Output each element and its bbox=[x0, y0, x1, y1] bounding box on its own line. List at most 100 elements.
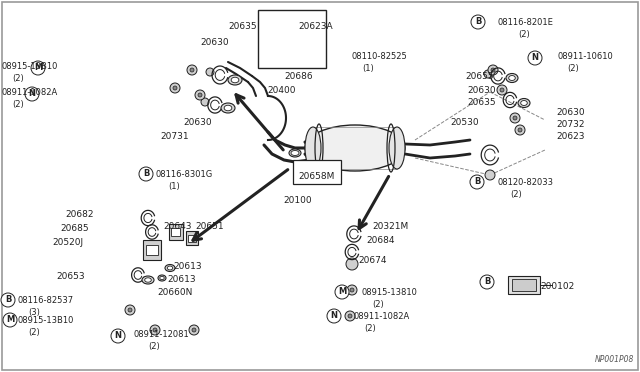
Text: 20100: 20100 bbox=[283, 196, 312, 205]
Text: (2): (2) bbox=[148, 342, 160, 351]
Text: 20653: 20653 bbox=[56, 272, 84, 281]
Bar bbox=[508, 276, 540, 294]
Text: (2): (2) bbox=[28, 328, 40, 337]
Bar bbox=[143, 240, 161, 260]
Text: 08911-12081: 08911-12081 bbox=[133, 330, 189, 339]
Circle shape bbox=[111, 329, 125, 343]
Circle shape bbox=[335, 285, 349, 299]
Text: 20630: 20630 bbox=[556, 108, 584, 117]
Ellipse shape bbox=[509, 76, 515, 80]
Text: 20674: 20674 bbox=[358, 256, 387, 265]
Text: 20613: 20613 bbox=[167, 275, 196, 284]
Text: 08911-10610: 08911-10610 bbox=[557, 52, 612, 61]
Circle shape bbox=[195, 90, 205, 100]
Circle shape bbox=[25, 87, 39, 101]
Ellipse shape bbox=[296, 38, 307, 46]
Circle shape bbox=[201, 98, 209, 106]
Circle shape bbox=[515, 125, 525, 135]
Circle shape bbox=[480, 275, 494, 289]
Text: 20623A: 20623A bbox=[298, 22, 333, 31]
Text: 20613: 20613 bbox=[173, 262, 202, 271]
Text: 20686: 20686 bbox=[284, 72, 312, 81]
Text: 20520J: 20520J bbox=[52, 238, 83, 247]
Circle shape bbox=[470, 175, 484, 189]
Text: 20400: 20400 bbox=[267, 86, 296, 95]
Text: N: N bbox=[531, 54, 538, 62]
Ellipse shape bbox=[145, 278, 151, 282]
Circle shape bbox=[206, 68, 214, 76]
Circle shape bbox=[3, 313, 17, 327]
Circle shape bbox=[198, 93, 202, 97]
Text: 20685: 20685 bbox=[60, 224, 88, 233]
Text: 20623: 20623 bbox=[556, 132, 584, 141]
Text: 20731: 20731 bbox=[160, 132, 189, 141]
Text: 08116-8301G: 08116-8301G bbox=[155, 170, 212, 179]
Ellipse shape bbox=[142, 276, 154, 284]
Text: 08120-82033: 08120-82033 bbox=[498, 178, 554, 187]
Circle shape bbox=[139, 167, 153, 181]
Text: 20684: 20684 bbox=[366, 236, 394, 245]
Circle shape bbox=[327, 309, 341, 323]
Circle shape bbox=[190, 68, 194, 72]
Bar bbox=[146, 245, 157, 255]
Circle shape bbox=[513, 116, 517, 120]
Text: 08110-82525: 08110-82525 bbox=[352, 52, 408, 61]
Text: B: B bbox=[5, 295, 11, 305]
Text: M: M bbox=[34, 64, 42, 73]
Text: (1): (1) bbox=[362, 64, 374, 73]
Text: 20660N: 20660N bbox=[157, 288, 193, 297]
Circle shape bbox=[125, 305, 135, 315]
Circle shape bbox=[192, 328, 196, 332]
Circle shape bbox=[491, 68, 495, 72]
Ellipse shape bbox=[165, 264, 175, 272]
Text: B: B bbox=[475, 17, 481, 26]
Circle shape bbox=[500, 88, 504, 92]
Bar bbox=[186, 231, 198, 245]
Circle shape bbox=[150, 325, 160, 335]
Ellipse shape bbox=[231, 77, 239, 83]
Text: 08911-1082A: 08911-1082A bbox=[2, 88, 58, 97]
Ellipse shape bbox=[167, 266, 173, 270]
Ellipse shape bbox=[305, 127, 321, 169]
Bar bbox=[512, 279, 536, 291]
Ellipse shape bbox=[299, 40, 305, 44]
Ellipse shape bbox=[291, 151, 299, 155]
Circle shape bbox=[471, 15, 485, 29]
Ellipse shape bbox=[224, 105, 232, 111]
Bar bbox=[258, 10, 326, 68]
Ellipse shape bbox=[506, 74, 518, 83]
Text: 08116-8201E: 08116-8201E bbox=[498, 18, 554, 27]
Text: 200102: 200102 bbox=[540, 282, 574, 291]
Text: (2): (2) bbox=[567, 64, 579, 73]
Circle shape bbox=[488, 65, 498, 75]
Text: N: N bbox=[29, 90, 35, 99]
Text: 20732: 20732 bbox=[556, 120, 584, 129]
Text: 20651: 20651 bbox=[195, 222, 223, 231]
Text: 20635: 20635 bbox=[467, 98, 495, 107]
Ellipse shape bbox=[305, 125, 405, 171]
Text: (2): (2) bbox=[372, 300, 384, 309]
Text: 08915-13B10: 08915-13B10 bbox=[2, 62, 58, 71]
Text: 20643: 20643 bbox=[163, 222, 191, 231]
Text: B: B bbox=[474, 177, 480, 186]
Bar bbox=[169, 224, 183, 240]
Circle shape bbox=[346, 258, 358, 270]
Circle shape bbox=[153, 328, 157, 332]
Text: 08915-13B10: 08915-13B10 bbox=[18, 316, 74, 325]
Circle shape bbox=[187, 65, 197, 75]
Text: NP001P08: NP001P08 bbox=[595, 355, 634, 364]
Ellipse shape bbox=[289, 149, 301, 157]
Circle shape bbox=[173, 86, 177, 90]
Text: 20630: 20630 bbox=[200, 38, 228, 47]
Circle shape bbox=[518, 128, 522, 132]
Text: (2): (2) bbox=[12, 74, 24, 83]
Text: 20655: 20655 bbox=[465, 72, 493, 81]
Ellipse shape bbox=[518, 99, 530, 108]
Bar bbox=[293, 160, 341, 184]
Bar bbox=[172, 228, 180, 236]
Text: 20630: 20630 bbox=[183, 118, 212, 127]
Circle shape bbox=[345, 311, 355, 321]
Circle shape bbox=[1, 293, 15, 307]
Circle shape bbox=[510, 113, 520, 123]
Text: (2): (2) bbox=[364, 324, 376, 333]
